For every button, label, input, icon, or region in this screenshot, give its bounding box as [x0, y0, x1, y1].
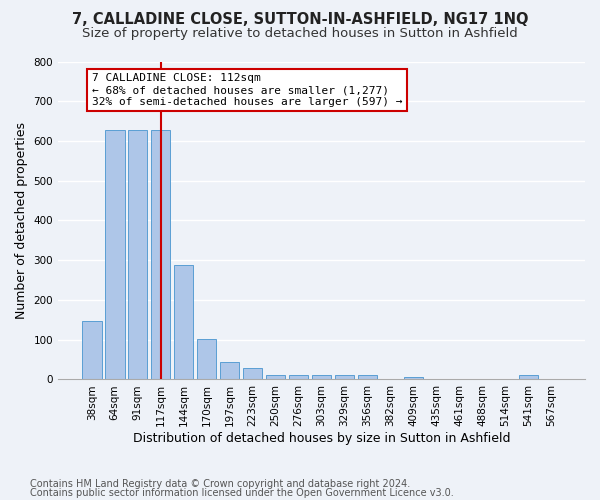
Text: Contains HM Land Registry data © Crown copyright and database right 2024.: Contains HM Land Registry data © Crown c…	[30, 479, 410, 489]
Text: Contains public sector information licensed under the Open Government Licence v3: Contains public sector information licen…	[30, 488, 454, 498]
Bar	[312, 376, 331, 380]
X-axis label: Distribution of detached houses by size in Sutton in Ashfield: Distribution of detached houses by size …	[133, 432, 510, 445]
Bar	[128, 130, 148, 380]
Text: 7 CALLADINE CLOSE: 112sqm
← 68% of detached houses are smaller (1,277)
32% of se: 7 CALLADINE CLOSE: 112sqm ← 68% of detac…	[92, 74, 402, 106]
Y-axis label: Number of detached properties: Number of detached properties	[15, 122, 28, 319]
Bar	[105, 130, 125, 380]
Bar	[358, 376, 377, 380]
Bar	[197, 340, 217, 380]
Text: Size of property relative to detached houses in Sutton in Ashfield: Size of property relative to detached ho…	[82, 28, 518, 40]
Bar	[220, 362, 239, 380]
Bar	[82, 320, 101, 380]
Bar	[266, 374, 286, 380]
Bar	[289, 376, 308, 380]
Bar	[518, 376, 538, 380]
Bar	[151, 130, 170, 380]
Bar	[243, 368, 262, 380]
Bar	[335, 376, 354, 380]
Bar	[174, 266, 193, 380]
Bar	[404, 378, 423, 380]
Text: 7, CALLADINE CLOSE, SUTTON-IN-ASHFIELD, NG17 1NQ: 7, CALLADINE CLOSE, SUTTON-IN-ASHFIELD, …	[72, 12, 528, 28]
